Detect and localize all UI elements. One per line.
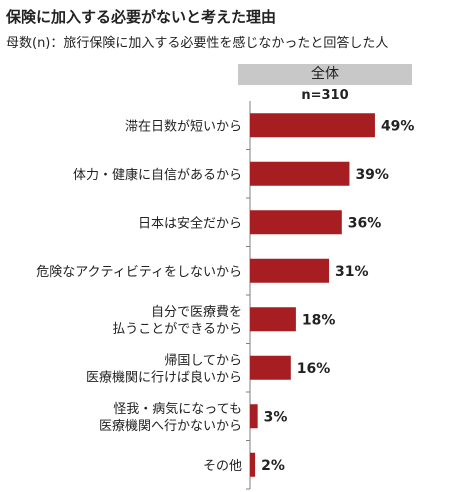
category-label-0: 滞在日数が短いから — [125, 119, 242, 134]
category-label-6-line-1: 医療機関へ行かないから — [99, 419, 242, 434]
value-label-0: 49% — [381, 118, 415, 134]
category-label-5-line-0: 帰国してから — [164, 352, 242, 368]
bar-4 — [250, 307, 296, 332]
bar-7 — [250, 452, 256, 477]
category-label-7: その他 — [203, 459, 242, 474]
bar-0 — [250, 113, 375, 138]
value-label-4: 18% — [302, 312, 336, 328]
category-label-4-line-0: 自分で医療費を — [151, 305, 242, 320]
column-header-total: 全体 — [238, 64, 412, 85]
sample-size-label: n=310 — [301, 88, 349, 103]
value-label-2: 36% — [348, 215, 382, 231]
category-label-6-line-0: 怪我・病気になっても — [113, 401, 242, 417]
category-label-5-line-1: 医療機関に行けば良いから — [86, 369, 242, 385]
bar-6 — [250, 404, 258, 429]
value-label-7: 2% — [261, 458, 285, 474]
chart-title: 保険に加入する必要がないと考えた理由 — [6, 8, 277, 26]
category-label-4-line-1: 払うことができるから — [112, 322, 242, 337]
bar-2 — [250, 210, 342, 235]
category-label-2: 日本は安全だから — [138, 215, 242, 231]
category-label-1: 体力・健康に自信があるから — [73, 167, 242, 183]
chart-subtitle: 母数(n)：旅行保険に加入する必要性を感じなかったと回答した人 — [6, 36, 389, 51]
bar-3 — [250, 258, 330, 283]
bar-5 — [250, 355, 291, 380]
value-label-6: 3% — [264, 409, 288, 425]
category-label-3: 危険なアクティビティをしないから — [36, 265, 242, 280]
value-label-3: 31% — [335, 264, 369, 280]
value-label-5: 16% — [297, 361, 331, 377]
value-label-1: 39% — [355, 167, 389, 183]
bar-1 — [250, 161, 350, 186]
